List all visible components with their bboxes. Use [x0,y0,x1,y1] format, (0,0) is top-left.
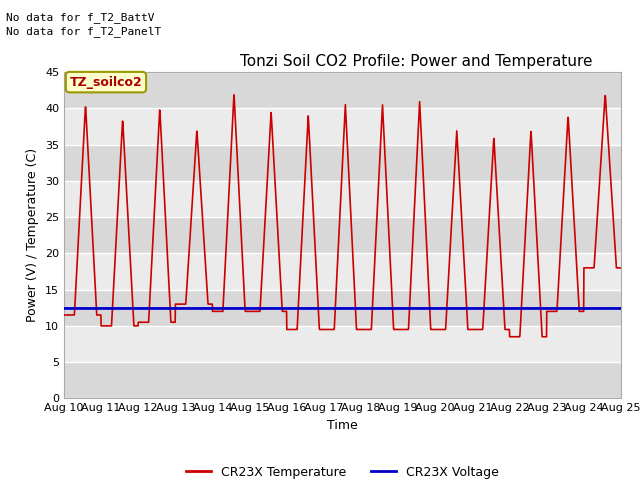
Bar [64,108,621,144]
Bar [64,181,621,217]
Bar [64,253,621,289]
Text: Tonzi Soil CO2 Profile: Power and Temperature: Tonzi Soil CO2 Profile: Power and Temper… [241,54,593,70]
Text: No data for f_T2_PanelT: No data for f_T2_PanelT [6,26,162,37]
Y-axis label: Power (V) / Temperature (C): Power (V) / Temperature (C) [26,148,40,322]
Legend: CR23X Temperature, CR23X Voltage: CR23X Temperature, CR23X Voltage [181,460,504,480]
Bar [64,217,621,253]
Bar [64,144,621,181]
Text: TZ_soilco2: TZ_soilco2 [70,76,142,89]
Bar [64,72,621,108]
Text: No data for f_T2_BattV: No data for f_T2_BattV [6,12,155,23]
Bar [64,326,621,362]
X-axis label: Time: Time [327,419,358,432]
Bar [64,289,621,326]
Bar [64,362,621,398]
